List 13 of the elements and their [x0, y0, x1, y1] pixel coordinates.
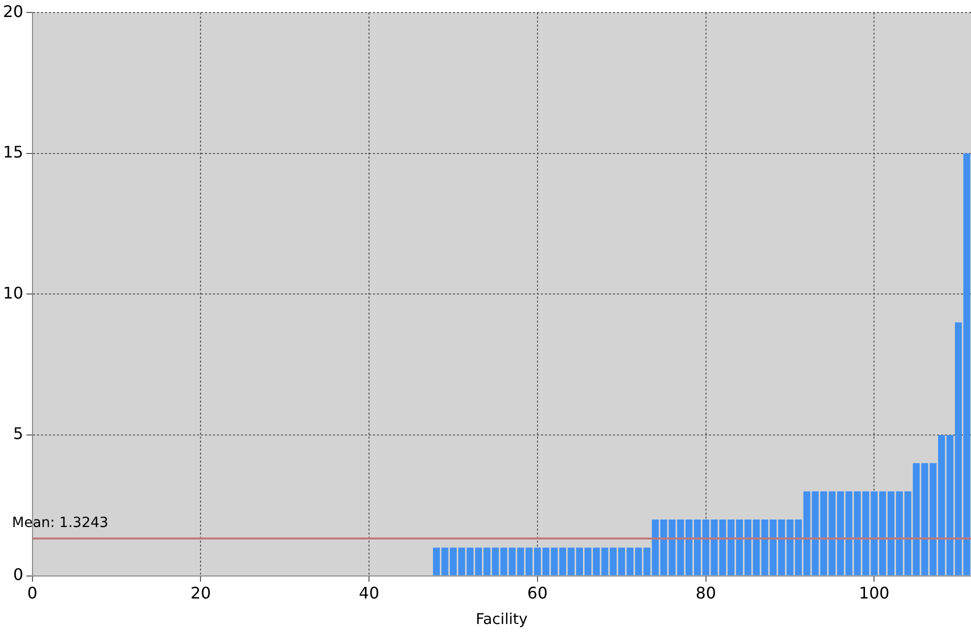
- x-tick-label: 40: [358, 584, 380, 603]
- x-axis-title: Facility: [476, 610, 528, 628]
- ref-line-label: Mean: 1.3243: [12, 515, 108, 532]
- x-tick-label: 60: [527, 584, 548, 603]
- x-tick-label: 20: [190, 584, 211, 603]
- y-tick-label: 20: [3, 2, 24, 21]
- x-tick-label: 80: [696, 584, 716, 603]
- x-tick-label: 100: [858, 584, 890, 603]
- y-tick-label: 15: [3, 142, 24, 162]
- x-tick-label: 0: [27, 584, 38, 603]
- y-tick-label: 5: [13, 424, 24, 444]
- y-tick-label: 0: [13, 564, 24, 584]
- y-tick-label: 10: [3, 283, 24, 302]
